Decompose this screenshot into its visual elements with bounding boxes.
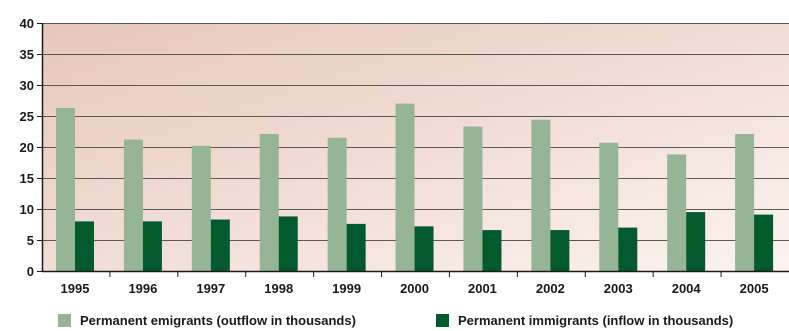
y-tick-label: 25 [20,109,34,124]
x-tick-label: 2002 [536,281,565,296]
y-tick-label: 30 [20,78,34,93]
bar-emigrants [667,154,687,271]
bar-emigrants [56,107,75,271]
y-tick-label: 0 [27,264,34,279]
bar-emigrants [395,103,415,271]
y-tick-label: 15 [20,171,34,186]
x-tick-labels: 1995 1996 1997 1998 1999 2000 2001 2002 2003 2004… [61,281,769,296]
bar-immigrants [618,227,638,271]
x-tick-label: 1996 [128,281,157,296]
legend-swatch-emigrants [58,314,71,327]
legend-item-immigrants: Permanent immigrants (inflow in thousand… [436,313,733,328]
y-tick-label: 35 [20,47,34,62]
bar-emigrants [463,126,483,271]
legend-label-immigrants: Permanent immigrants (inflow in thousand… [458,313,734,328]
x-tick-label: 1997 [196,281,225,296]
bar-immigrants [686,212,706,271]
x-tick-label: 2003 [604,281,633,296]
bars [56,103,774,271]
bar-immigrants [75,221,94,271]
axes [37,23,789,277]
legend-swatch-immigrants [436,314,449,327]
x-tick-label: 1998 [264,281,293,296]
y-tick-labels: 0 5 10 15 20 25 30 35 40 [20,16,34,279]
x-tick-label: 1999 [332,281,361,296]
x-tick-label: 2001 [468,281,497,296]
legend-label-emigrants: Permanent emigrants (outflow in thousand… [80,313,356,328]
x-tick-label: 2000 [400,281,429,296]
bar-emigrants [327,137,347,271]
bar-emigrants [259,133,279,271]
bar-emigrants [123,139,143,271]
bar-emigrants [735,133,755,271]
y-tick-label: 5 [27,233,34,248]
x-tick-label: 2004 [672,281,702,296]
bar-emigrants [599,142,619,271]
bar-immigrants [550,230,570,271]
legend-item-emigrants: Permanent emigrants (outflow in thousand… [58,313,356,328]
bar-emigrants [191,145,211,271]
bar-immigrants [142,221,162,271]
x-tick-label: 2005 [740,281,769,296]
bar-immigrants [346,223,366,271]
bar-immigrants [278,216,298,271]
y-tick-label: 20 [20,140,34,155]
bar-immigrants [210,219,230,271]
bar-immigrants [754,214,774,271]
y-tick-label: 10 [20,202,34,217]
bar-chart: 0 5 10 15 20 25 30 35 40 1995 1996 1997 1998 1999 200… [20,16,789,296]
x-tick-label: 1995 [61,281,90,296]
bar-emigrants [531,119,551,271]
bar-immigrants [414,226,434,271]
gridlines [42,23,789,241]
legend: Permanent emigrants (outflow in thousand… [0,312,789,331]
y-tick-label: 40 [20,16,34,31]
bar-immigrants [482,230,502,271]
